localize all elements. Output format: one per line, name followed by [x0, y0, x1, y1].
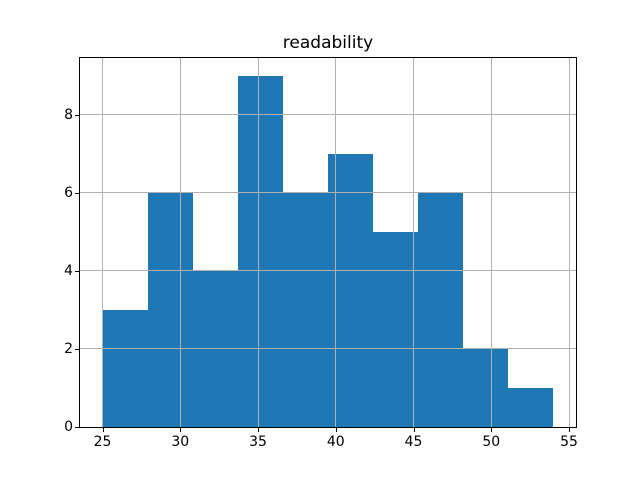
plot-area — [80, 58, 576, 427]
x-tick-mark — [102, 428, 104, 432]
gridline-vertical — [568, 58, 570, 427]
x-tick-mark — [258, 428, 260, 432]
x-tick-mark — [491, 428, 493, 432]
histogram-bar — [237, 75, 283, 427]
gridline-vertical — [102, 58, 104, 427]
histogram-bar — [102, 309, 148, 427]
gridline-horizontal — [80, 426, 576, 427]
histogram-bar — [147, 192, 193, 427]
x-tick-label: 55 — [560, 434, 578, 450]
histogram-bar — [373, 231, 419, 427]
x-tick-mark — [180, 428, 182, 432]
grid-layer — [80, 58, 576, 427]
x-tick-mark — [335, 428, 337, 432]
histogram-bar — [463, 348, 509, 427]
y-tick-label: 0 — [64, 419, 73, 435]
gridline-horizontal — [80, 192, 576, 194]
x-tick-mark — [569, 428, 570, 432]
gridline-vertical — [490, 58, 492, 427]
y-tick-mark — [75, 192, 79, 194]
y-tick-label: 8 — [64, 106, 73, 123]
y-tick-mark — [75, 348, 79, 350]
gridline-vertical — [413, 58, 415, 427]
y-tick-mark — [75, 114, 79, 116]
y-tick-label: 4 — [64, 262, 73, 279]
y-tick-label: 6 — [64, 184, 73, 201]
x-tick-mark — [413, 428, 415, 432]
y-tick-label: 2 — [64, 340, 73, 357]
x-tick-label: 25 — [93, 434, 112, 450]
gridline-horizontal — [80, 270, 576, 272]
gridline-horizontal — [80, 348, 576, 350]
gridline-vertical — [335, 58, 337, 427]
x-tick-label: 35 — [249, 434, 267, 450]
x-tick-label: 40 — [326, 434, 345, 450]
x-tick-label: 50 — [482, 434, 501, 450]
y-tick-mark — [75, 427, 79, 428]
chart-title: readability — [282, 33, 374, 53]
histogram-bar — [282, 192, 328, 427]
gridline-horizontal — [80, 114, 576, 116]
x-tick-label: 45 — [404, 434, 423, 450]
gridline-vertical — [179, 58, 181, 427]
y-tick-mark — [75, 270, 79, 272]
gridline-vertical — [257, 58, 259, 427]
histogram-bar — [508, 387, 554, 427]
x-tick-label: 30 — [171, 434, 190, 450]
bars-layer — [80, 58, 576, 427]
histogram-bar — [418, 192, 464, 427]
